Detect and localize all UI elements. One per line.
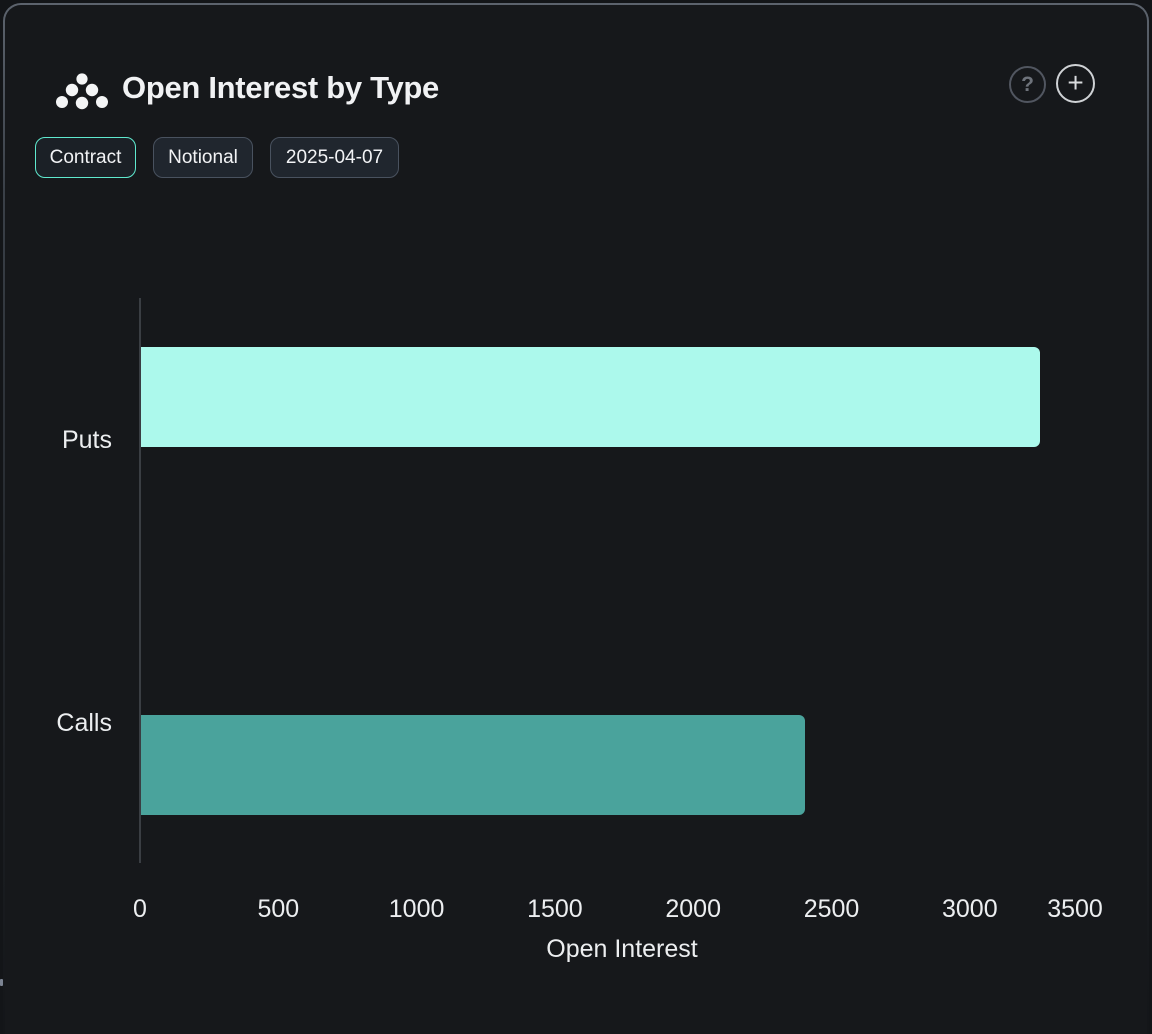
add-button[interactable]: + — [1056, 64, 1095, 103]
scrollbar-thumb-fragment[interactable] — [0, 979, 3, 986]
y-tick-label-calls: Calls — [56, 709, 112, 737]
x-tick-label: 1500 — [527, 895, 583, 923]
x-axis-ticks: 0 500 1000 1500 2000 2500 3000 3500 — [0, 895, 1152, 925]
help-button[interactable]: ? — [1009, 66, 1046, 103]
date-chip-label: 2025-04-07 — [285, 146, 384, 168]
toggle-notional-label: Notional — [168, 146, 238, 168]
x-tick-label: 2000 — [665, 895, 721, 923]
bar-puts — [141, 347, 1040, 447]
y-tick-label-puts: Puts — [61, 426, 112, 454]
plus-icon: + — [1067, 66, 1084, 98]
x-tick-label: 0 — [133, 895, 147, 923]
toggle-notional[interactable]: Notional — [153, 137, 253, 178]
x-tick-label: 3000 — [941, 895, 998, 923]
date-chip[interactable]: 2025-04-07 — [270, 137, 399, 178]
y-axis-line — [139, 298, 141, 863]
x-axis-title: Open Interest — [546, 935, 698, 963]
x-tick-label: 1000 — [388, 895, 445, 923]
bar-calls — [141, 715, 805, 815]
toggle-contract[interactable]: Contract — [35, 137, 136, 178]
x-tick-label: 500 — [257, 895, 300, 923]
x-tick-label: 2500 — [803, 895, 860, 923]
page-title: Open Interest by Type — [122, 70, 439, 105]
x-tick-label: 3500 — [1047, 895, 1103, 923]
question-mark-icon: ? — [1021, 73, 1034, 96]
cluster-dots-icon — [56, 73, 108, 110]
toggle-contract-label: Contract — [49, 146, 122, 168]
